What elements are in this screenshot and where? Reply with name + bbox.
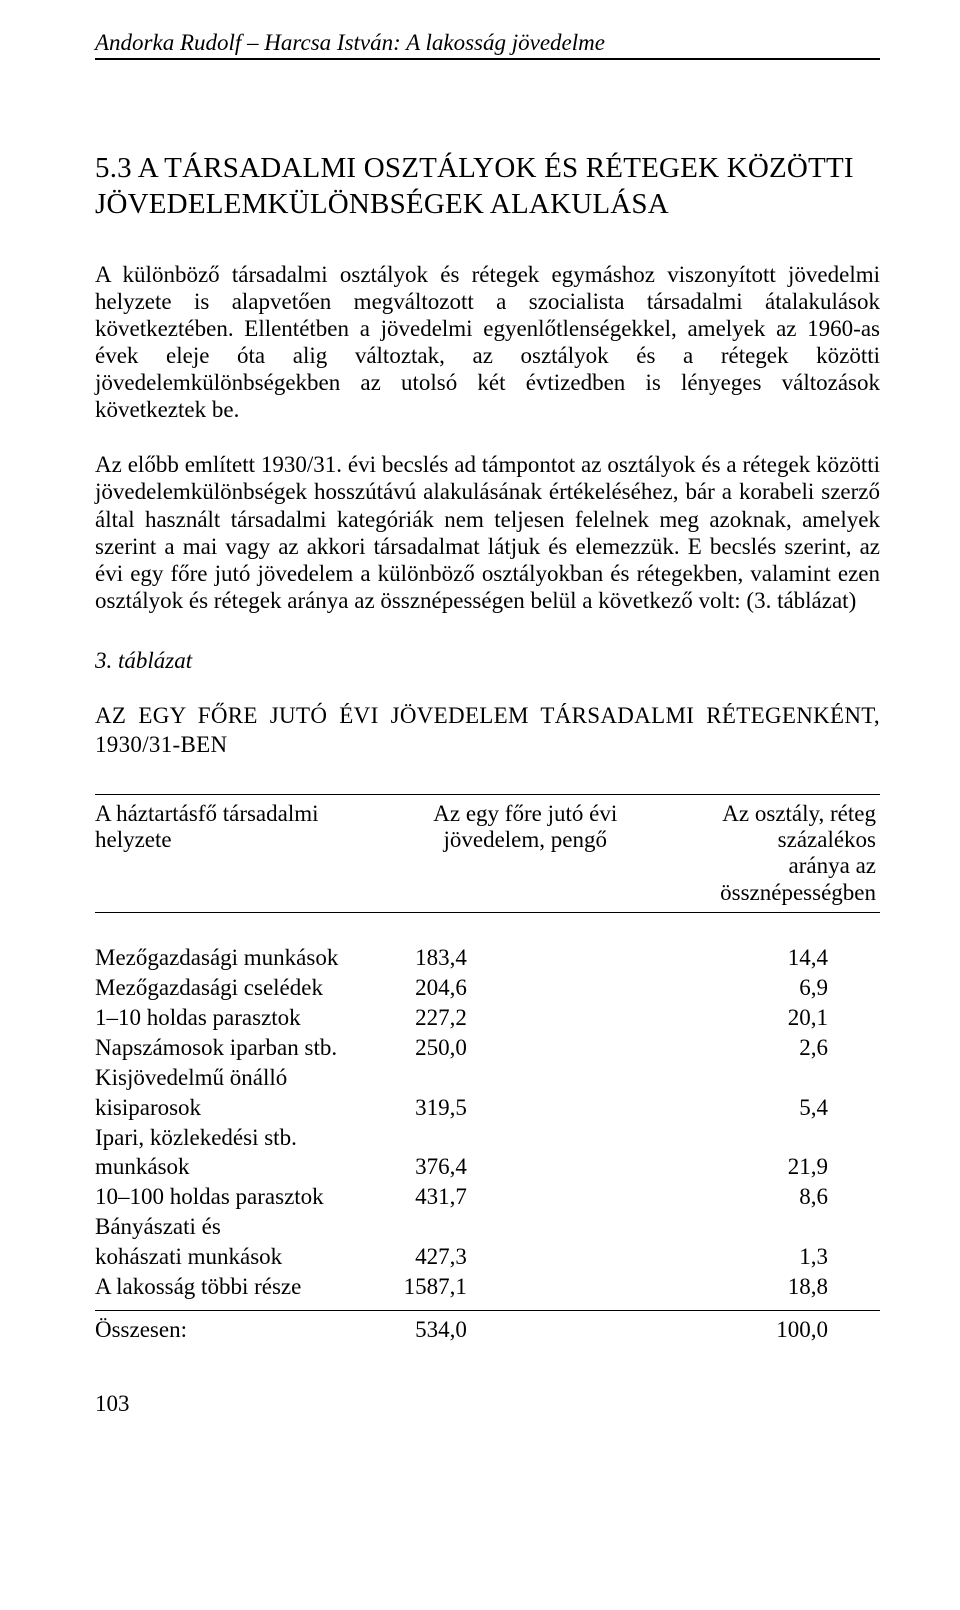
col-header-3-line2: aránya az össznépességben: [720, 853, 876, 904]
table-title: AZ EGY FŐRE JUTÓ ÉVI JÖVEDELEM TÁRSADALM…: [95, 702, 880, 760]
page-number: 103: [95, 1391, 880, 1417]
table-row: 1–10 holdas parasztok227,220,1: [95, 1003, 880, 1033]
total-value-share: 100,0: [647, 1310, 880, 1344]
row-value-share: [647, 1123, 880, 1153]
table-row-gap: [95, 1302, 880, 1311]
total-label: Összesen:: [95, 1310, 404, 1344]
row-value-share: 1,3: [647, 1242, 880, 1272]
row-value-income: 227,2: [404, 1003, 647, 1033]
row-value-share: 18,8: [647, 1272, 880, 1302]
row-value-income: 204,6: [404, 973, 647, 1003]
row-value-income: 250,0: [404, 1033, 647, 1063]
col-header-3-line1: Az osztály, réteg százalékos: [722, 801, 876, 852]
table-row: Bányászati és: [95, 1212, 880, 1242]
col-header-2: Az egy főre jutó évi jövedelem, pengő: [404, 794, 647, 913]
row-value-share: 14,4: [647, 943, 880, 973]
row-value-share: 20,1: [647, 1003, 880, 1033]
row-value-income: 431,7: [404, 1182, 647, 1212]
row-value-share: 6,9: [647, 973, 880, 1003]
row-value-share: 5,4: [647, 1093, 880, 1123]
row-label: munkások: [95, 1152, 404, 1182]
row-label: A lakosság többi része: [95, 1272, 404, 1302]
row-value-share: 8,6: [647, 1182, 880, 1212]
row-value-income: [404, 1123, 647, 1153]
row-value-income: 1587,1: [404, 1272, 647, 1302]
page: Andorka Rudolf – Harcsa István: A lakoss…: [0, 0, 960, 1457]
table-row-total: Összesen:534,0100,0: [95, 1310, 880, 1344]
income-table: A háztartásfő társadalmi helyzete Az egy…: [95, 794, 880, 1345]
table-row: Ipari, közlekedési stb.: [95, 1123, 880, 1153]
table-row-spacer: [95, 913, 880, 944]
row-label: 1–10 holdas parasztok: [95, 1003, 404, 1033]
row-value-income: [404, 1063, 647, 1093]
running-head: Andorka Rudolf – Harcsa István: A lakoss…: [95, 30, 880, 60]
row-label: Mezőgazdasági cselédek: [95, 973, 404, 1003]
table-row: kisiparosok319,55,4: [95, 1093, 880, 1123]
paragraph-2: Az előbb említett 1930/31. évi becslés a…: [95, 451, 880, 614]
table-row: Mezőgazdasági cselédek204,66,9: [95, 973, 880, 1003]
row-label: kisiparosok: [95, 1093, 404, 1123]
total-value-income: 534,0: [404, 1310, 647, 1344]
row-value-income: 319,5: [404, 1093, 647, 1123]
row-value-share: [647, 1212, 880, 1242]
table-row: A lakosság többi része1587,118,8: [95, 1272, 880, 1302]
table-row: Napszámosok iparban stb.250,02,6: [95, 1033, 880, 1063]
table-header-row: A háztartásfő társadalmi helyzete Az egy…: [95, 794, 880, 913]
col-header-2-line1: Az egy főre jutó évi: [433, 801, 617, 826]
table-row: kohászati munkások427,31,3: [95, 1242, 880, 1272]
col-header-3: Az osztály, réteg százalékos aránya az ö…: [647, 794, 880, 913]
row-label: Napszámosok iparban stb.: [95, 1033, 404, 1063]
table-label: 3. táblázat: [95, 648, 880, 674]
col-header-1-line1: A háztartásfő társadalmi: [95, 801, 319, 826]
col-header-1-line2: helyzete: [95, 827, 172, 852]
row-label: Mezőgazdasági munkások: [95, 943, 404, 973]
row-value-share: 2,6: [647, 1033, 880, 1063]
col-header-2-line2: jövedelem, pengő: [443, 827, 607, 852]
table-row: munkások376,421,9: [95, 1152, 880, 1182]
table-row: Mezőgazdasági munkások183,414,4: [95, 943, 880, 973]
row-label: kohászati munkások: [95, 1242, 404, 1272]
col-header-1: A háztartásfő társadalmi helyzete: [95, 794, 404, 913]
row-value-share: 21,9: [647, 1152, 880, 1182]
table-row: 10–100 holdas parasztok431,78,6: [95, 1182, 880, 1212]
row-value-share: [647, 1063, 880, 1093]
row-label: 10–100 holdas parasztok: [95, 1182, 404, 1212]
row-value-income: 376,4: [404, 1152, 647, 1182]
table-row: Kisjövedelmű önálló: [95, 1063, 880, 1093]
row-label: Ipari, közlekedési stb.: [95, 1123, 404, 1153]
row-value-income: 183,4: [404, 943, 647, 973]
section-title: 5.3 A TÁRSADALMI OSZTÁLYOK ÉS RÉTEGEK KÖ…: [95, 150, 880, 223]
row-label: Kisjövedelmű önálló: [95, 1063, 404, 1093]
row-value-income: 427,3: [404, 1242, 647, 1272]
row-label: Bányászati és: [95, 1212, 404, 1242]
paragraph-1: A különböző társadalmi osztályok és réte…: [95, 261, 880, 424]
row-value-income: [404, 1212, 647, 1242]
